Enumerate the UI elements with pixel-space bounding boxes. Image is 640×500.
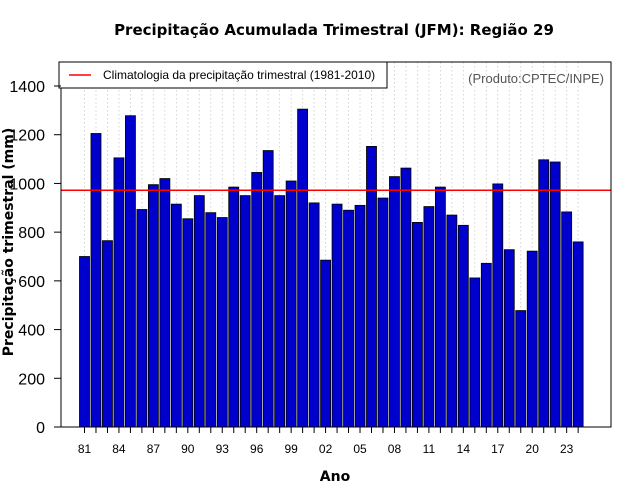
x-tick-label: 99 bbox=[284, 442, 298, 456]
bar-88 bbox=[159, 178, 171, 428]
credit-text: (Produto:CPTEC/INPE) bbox=[468, 71, 604, 86]
x-tick-label: 14 bbox=[457, 442, 471, 456]
bar-12 bbox=[434, 186, 446, 428]
bar-91 bbox=[193, 195, 205, 428]
y-tick-label: 200 bbox=[18, 371, 45, 388]
x-tick-label: 90 bbox=[181, 442, 195, 456]
bar-24 bbox=[572, 241, 584, 428]
x-tick-label: 05 bbox=[353, 442, 367, 456]
legend: Climatologia da precipitação trimestral … bbox=[58, 61, 388, 89]
bar-21 bbox=[538, 159, 550, 428]
bar-97 bbox=[262, 150, 274, 428]
bar-99 bbox=[285, 180, 297, 428]
x-tick-label: 17 bbox=[491, 442, 505, 456]
x-tick-label: 87 bbox=[147, 442, 161, 456]
y-tick-label: 400 bbox=[18, 323, 45, 340]
bar-22 bbox=[549, 161, 561, 428]
bar-18 bbox=[503, 249, 515, 428]
bar-03 bbox=[331, 203, 343, 428]
bar-96 bbox=[251, 172, 263, 428]
bar-81 bbox=[79, 256, 90, 428]
y-tick-label: 1200 bbox=[9, 128, 45, 145]
bar-87 bbox=[147, 184, 159, 428]
bar-17 bbox=[492, 183, 504, 428]
legend-box bbox=[58, 61, 388, 89]
bar-15 bbox=[469, 277, 481, 428]
x-tick-label: 20 bbox=[526, 442, 540, 456]
legend-label: Climatologia da precipitação trimestral … bbox=[103, 68, 375, 82]
bar-84 bbox=[113, 157, 125, 428]
y-tick-label: 1400 bbox=[9, 79, 45, 96]
bar-11 bbox=[423, 206, 435, 428]
x-tick-label: 02 bbox=[319, 442, 333, 456]
chart-title: Precipitação Acumulada Trimestral (JFM):… bbox=[114, 21, 554, 39]
bar-02 bbox=[320, 259, 331, 428]
y-tick-label: 1000 bbox=[9, 176, 45, 193]
bar-14 bbox=[457, 224, 469, 428]
bar-83 bbox=[102, 240, 113, 428]
bar-00 bbox=[297, 108, 309, 428]
x-tick-label: 96 bbox=[250, 442, 264, 456]
bar-95 bbox=[239, 195, 251, 428]
y-axis: 0 200 400 600 800 1000 1200 1400 bbox=[9, 79, 61, 437]
bar-13 bbox=[446, 214, 458, 428]
y-axis-label: Precipitação trimestral (mm) bbox=[1, 128, 17, 356]
bar-82 bbox=[90, 133, 102, 428]
bar-05 bbox=[354, 204, 366, 428]
y-tick-label: 0 bbox=[36, 420, 45, 437]
bar-01 bbox=[308, 202, 320, 428]
x-tick-label: 81 bbox=[78, 442, 92, 456]
bar-89 bbox=[170, 203, 182, 428]
bar-04 bbox=[343, 209, 354, 428]
x-axis-label: Ano bbox=[320, 469, 351, 485]
x-tick-label: 23 bbox=[560, 442, 574, 456]
x-tick-label: 08 bbox=[388, 442, 402, 456]
bar-92 bbox=[205, 212, 217, 428]
bar-19 bbox=[515, 310, 527, 428]
bar-06 bbox=[366, 146, 377, 428]
y-tick-label: 800 bbox=[18, 225, 45, 242]
bar-23 bbox=[561, 211, 573, 428]
bar-09 bbox=[400, 167, 412, 428]
bar-93 bbox=[216, 217, 228, 428]
bar-08 bbox=[389, 176, 400, 428]
bar-98 bbox=[274, 195, 286, 428]
bar-20 bbox=[526, 250, 538, 428]
x-axis: 81 84 87 90 93 96 99 02 05 08 11 14 17 20 23 bbox=[78, 427, 579, 456]
bar-07 bbox=[377, 197, 389, 428]
bars bbox=[79, 108, 584, 428]
bar-90 bbox=[182, 218, 194, 428]
x-tick-label: 84 bbox=[112, 442, 126, 456]
bar-10 bbox=[412, 221, 423, 428]
x-tick-label: 93 bbox=[216, 442, 230, 456]
bar-94 bbox=[228, 186, 240, 428]
bar-85 bbox=[125, 115, 136, 428]
bar-16 bbox=[480, 262, 492, 428]
y-tick-label: 600 bbox=[18, 274, 45, 291]
bar-86 bbox=[136, 209, 148, 428]
x-tick-label: 11 bbox=[423, 442, 436, 456]
